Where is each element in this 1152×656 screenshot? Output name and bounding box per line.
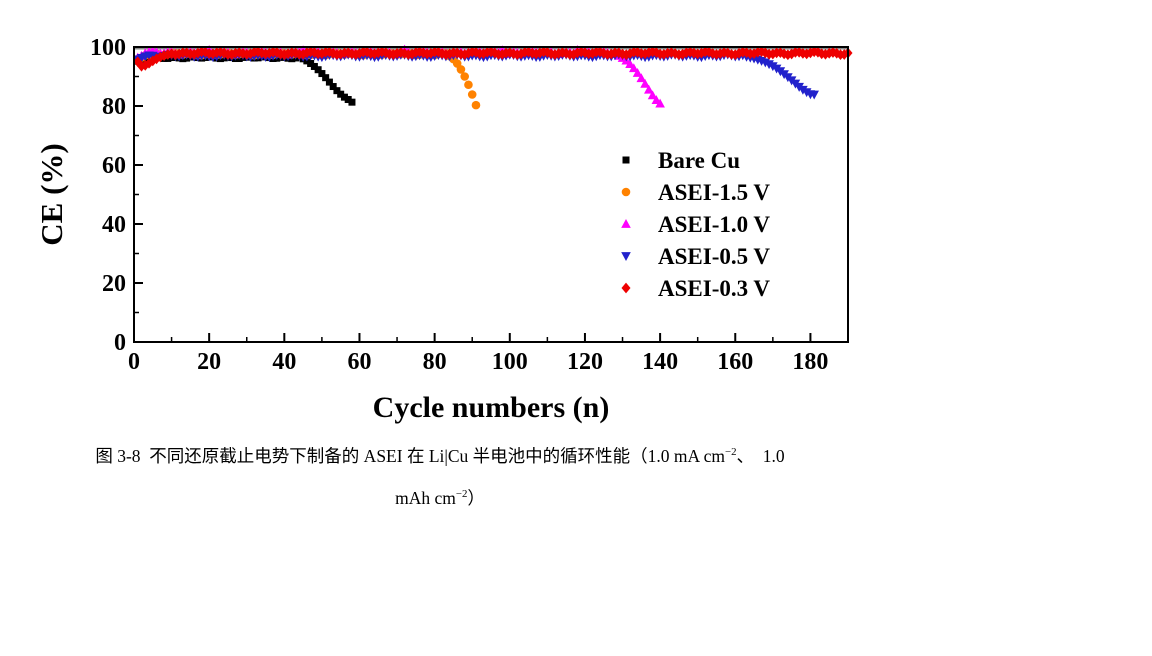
caption-superscript: −2 — [455, 488, 468, 501]
legend-label: ASEI-0.3 V — [658, 276, 770, 301]
axis-ticks — [133, 46, 812, 343]
legend-item-asei-0.3-v: ASEI-0.3 V — [621, 276, 770, 301]
caption-superscript: −2 — [724, 446, 737, 459]
figure-caption: 图 3-8 不同还原截止电势下制备的 ASEI 在 Li|Cu 半电池中的循环性… — [0, 443, 880, 527]
x-tick-label: 100 — [492, 349, 528, 375]
x-tick-label: 20 — [197, 349, 221, 375]
y-axis-title: CE (%) — [34, 143, 69, 245]
y-tick-label: 0 — [114, 330, 126, 356]
x-tick-label: 0 — [128, 349, 140, 375]
y-tick-label: 80 — [102, 94, 126, 120]
x-tick-label: 120 — [567, 349, 603, 375]
caption-line-1: 图 3-8 不同还原截止电势下制备的 ASEI 在 Li|Cu 半电池中的循环性… — [0, 443, 880, 468]
legend-item-asei-0.5-v: ASEI-0.5 V — [621, 244, 770, 269]
y-tick-label: 20 — [102, 271, 126, 297]
caption-text: 、 1.0 — [736, 446, 785, 466]
caption-text: mAh cm — [395, 488, 456, 508]
y-tick-label: 60 — [102, 153, 126, 179]
legend-label: ASEI-1.0 V — [658, 212, 770, 237]
legend-label: Bare Cu — [658, 148, 740, 173]
caption-text: 图 3-8 不同还原截止电势下制备的 ASEI 在 Li|Cu 半电池中的循环性… — [95, 446, 725, 466]
legend-item-asei-1.0-v: ASEI-1.0 V — [621, 212, 770, 237]
legend-label: ASEI-1.5 V — [658, 180, 770, 205]
x-tick-label: 140 — [642, 349, 678, 375]
axis-tick-labels: 0 20 40 60 80 100 120 140 160 180 0 20 40 60 80 100 — [90, 35, 828, 375]
legend-item-asei-1.5-v: ASEI-1.5 V — [621, 180, 770, 205]
legend-label: ASEI-0.5 V — [658, 244, 770, 269]
legend: Bare Cu ASEI-1.5 V ASEI-1.0 V ASEI-0.5 V ASE… — [621, 148, 770, 301]
caption-text: ） — [467, 488, 485, 508]
x-tick-label: 40 — [272, 349, 296, 375]
x-tick-label: 80 — [423, 349, 447, 375]
x-tick-label: 60 — [347, 349, 371, 375]
legend-item-bare-cu: Bare Cu — [622, 148, 740, 173]
caption-line-2: mAh cm−2） — [0, 485, 880, 510]
y-tick-label: 40 — [102, 212, 126, 238]
x-axis-title: Cycle numbers (n) — [373, 391, 610, 424]
x-tick-label: 160 — [717, 349, 753, 375]
x-tick-label: 180 — [792, 349, 828, 375]
ce-cycle-chart: 0 20 40 60 80 100 120 140 160 180 0 20 40 60 80 100 Cycl… — [34, 35, 853, 424]
series-asei-0.3-v — [133, 46, 853, 72]
y-tick-label: 100 — [90, 35, 126, 61]
